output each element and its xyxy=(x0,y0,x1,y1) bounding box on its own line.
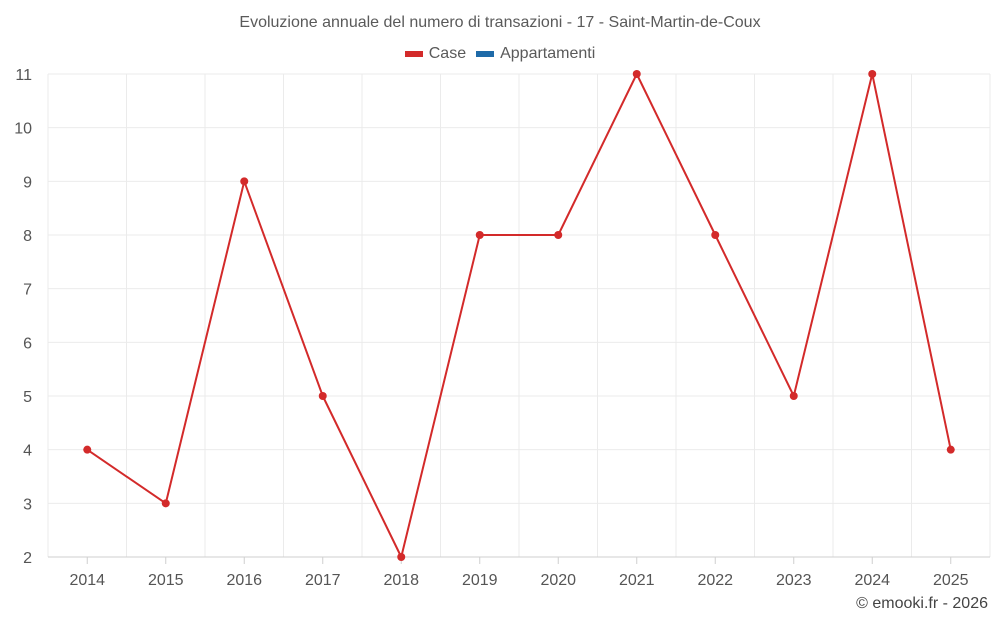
x-tick-label-2022: 2022 xyxy=(697,572,733,589)
x-tick-label-2019: 2019 xyxy=(462,572,498,589)
series-line-case xyxy=(86,73,952,558)
y-tick-label-5: 5 xyxy=(23,389,32,406)
legend: Case Appartamenti xyxy=(0,45,1000,63)
legend-label-appartamenti: Appartamenti xyxy=(500,45,596,62)
legend-swatch-appartamenti xyxy=(476,51,495,57)
chart-title: Evoluzione annuale del numero di transaz… xyxy=(239,14,761,31)
x-tick-label-2025: 2025 xyxy=(933,572,969,589)
data-point-case-2019 xyxy=(475,231,484,239)
legend-item-case[interactable]: Case xyxy=(404,45,467,63)
x-tick-label-2017: 2017 xyxy=(305,572,341,589)
x-tick-label-2023: 2023 xyxy=(776,572,812,589)
y-tick-label-4: 4 xyxy=(23,443,32,460)
y-tick-label-7: 7 xyxy=(23,282,32,299)
data-point-case-2018 xyxy=(397,553,406,561)
x-tick-label-2014: 2014 xyxy=(69,572,105,589)
y-tick-label-2: 2 xyxy=(23,550,32,567)
data-point-case-2021 xyxy=(632,70,641,78)
y-tick-label-8: 8 xyxy=(23,228,32,245)
data-point-case-2017 xyxy=(318,392,327,400)
data-point-case-2022 xyxy=(711,231,720,239)
x-tick-label-2020: 2020 xyxy=(540,572,576,589)
x-tick-label-2021: 2021 xyxy=(619,572,655,589)
data-point-case-2024 xyxy=(868,70,877,78)
x-tick-label-2015: 2015 xyxy=(148,572,184,589)
data-point-case-2020 xyxy=(554,231,563,239)
x-tick-label-2016: 2016 xyxy=(226,572,262,589)
legend-item-appartamenti[interactable]: Appartamenti xyxy=(476,45,595,63)
legend-swatch-case xyxy=(404,51,423,57)
x-tick-label-2018: 2018 xyxy=(383,572,419,589)
data-point-case-2014 xyxy=(83,445,92,454)
y-tick-label-6: 6 xyxy=(23,335,32,352)
data-point-case-2025 xyxy=(946,445,955,454)
data-point-case-2023 xyxy=(789,392,798,400)
legend-label-case: Case xyxy=(428,45,467,62)
y-tick-label-9: 9 xyxy=(23,174,32,191)
x-tick-label-2024: 2024 xyxy=(854,572,890,589)
y-tick-label-10: 10 xyxy=(14,121,32,138)
y-tick-label-3: 3 xyxy=(23,496,32,513)
y-tick-label-11: 11 xyxy=(15,67,32,84)
credit: © emooki.fr - 2026 xyxy=(856,595,988,612)
data-point-case-2016 xyxy=(240,177,249,186)
data-point-case-2015 xyxy=(161,499,170,508)
